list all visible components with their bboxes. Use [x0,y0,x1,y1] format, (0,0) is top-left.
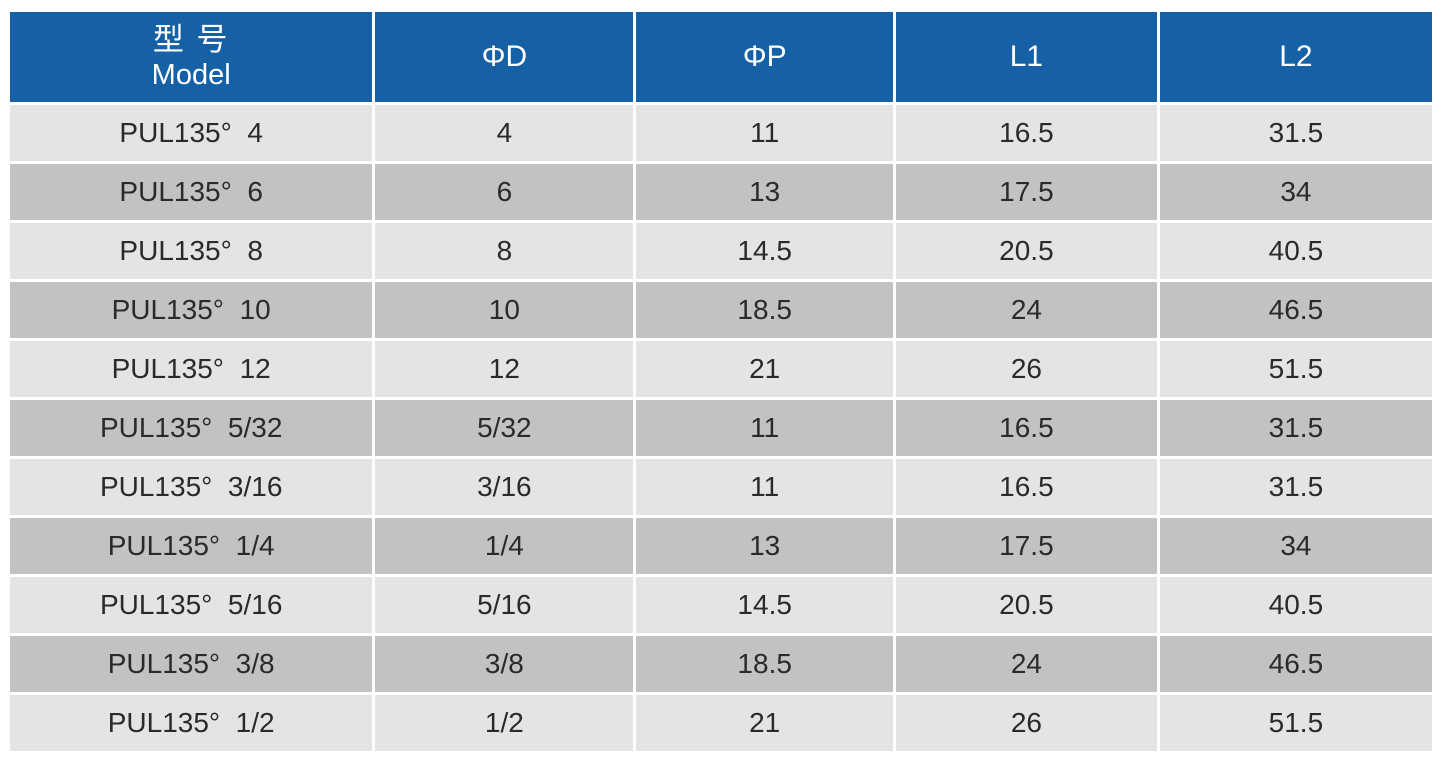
header-row: 型 号 Model ΦD ΦP L1 L2 [10,12,1432,102]
cell-d: 1/2 [375,695,634,751]
cell-l2: 31.5 [1159,400,1432,456]
cell-l1: 26 [895,341,1157,397]
cell-l2: 46.5 [1159,282,1432,338]
spec-table: 型 号 Model ΦD ΦP L1 L2 PUL135° 4 4 11 16.5 31… [7,9,1435,754]
cell-model: PUL135° 12 [10,341,373,397]
table-body: PUL135° 4 4 11 16.5 31.5 PUL135° 6 6 13 17.5 34 PU… [10,105,1432,751]
table-row: PUL135° 6 6 13 17.5 34 [10,164,1432,220]
cell-l1: 16.5 [895,105,1157,161]
cell-model: PUL135° 10 [10,282,373,338]
cell-d: 10 [375,282,634,338]
cell-p: 11 [636,459,893,515]
cell-l1: 17.5 [895,518,1157,574]
cell-l1: 20.5 [895,223,1157,279]
cell-model: PUL135° 8 [10,223,373,279]
table-row: PUL135° 8 8 14.5 20.5 40.5 [10,223,1432,279]
cell-l1: 26 [895,695,1157,751]
cell-model: PUL135° 1/2 [10,695,373,751]
cell-l2: 31.5 [1159,459,1432,515]
cell-model: PUL135° 1/4 [10,518,373,574]
table-row: PUL135° 10 10 18.5 24 46.5 [10,282,1432,338]
cell-l1: 24 [895,282,1157,338]
cell-l2: 51.5 [1159,341,1432,397]
cell-p: 13 [636,518,893,574]
table-row: PUL135° 4 4 11 16.5 31.5 [10,105,1432,161]
cell-d: 5/16 [375,577,634,633]
header-cell-model: 型 号 Model [10,12,373,102]
cell-l2: 31.5 [1159,105,1432,161]
cell-model: PUL135° 6 [10,164,373,220]
cell-d: 3/16 [375,459,634,515]
header-cell-p: ΦP [636,12,893,102]
cell-l2: 34 [1159,518,1432,574]
cell-d: 6 [375,164,634,220]
cell-d: 12 [375,341,634,397]
cell-d: 5/32 [375,400,634,456]
cell-d: 3/8 [375,636,634,692]
cell-d: 8 [375,223,634,279]
cell-p: 18.5 [636,636,893,692]
header-model-en: Model [151,59,231,92]
cell-p: 14.5 [636,223,893,279]
cell-l1: 17.5 [895,164,1157,220]
table-row: PUL135° 5/32 5/32 11 16.5 31.5 [10,400,1432,456]
table-row: PUL135° 3/8 3/8 18.5 24 46.5 [10,636,1432,692]
cell-model: PUL135° 5/16 [10,577,373,633]
cell-p: 21 [636,341,893,397]
cell-d: 1/4 [375,518,634,574]
cell-p: 21 [636,695,893,751]
header-cell-l1: L1 [895,12,1157,102]
cell-model: PUL135° 3/8 [10,636,373,692]
cell-p: 18.5 [636,282,893,338]
table-row: PUL135° 1/4 1/4 13 17.5 34 [10,518,1432,574]
cell-p: 11 [636,105,893,161]
cell-l2: 40.5 [1159,577,1432,633]
cell-p: 11 [636,400,893,456]
cell-model: PUL135° 4 [10,105,373,161]
cell-l2: 34 [1159,164,1432,220]
table-header: 型 号 Model ΦD ΦP L1 L2 [10,12,1432,102]
cell-l1: 24 [895,636,1157,692]
cell-l1: 16.5 [895,459,1157,515]
header-model-zh: 型 号 [152,22,230,57]
cell-l2: 51.5 [1159,695,1432,751]
table-row: PUL135° 12 12 21 26 51.5 [10,341,1432,397]
cell-p: 13 [636,164,893,220]
cell-l2: 40.5 [1159,223,1432,279]
cell-l2: 46.5 [1159,636,1432,692]
header-cell-l2: L2 [1159,12,1432,102]
cell-model: PUL135° 3/16 [10,459,373,515]
table-row: PUL135° 1/2 1/2 21 26 51.5 [10,695,1432,751]
table-row: PUL135° 5/16 5/16 14.5 20.5 40.5 [10,577,1432,633]
cell-model: PUL135° 5/32 [10,400,373,456]
cell-l1: 16.5 [895,400,1157,456]
cell-p: 14.5 [636,577,893,633]
cell-l1: 20.5 [895,577,1157,633]
table-row: PUL135° 3/16 3/16 11 16.5 31.5 [10,459,1432,515]
header-cell-d: ΦD [375,12,634,102]
cell-d: 4 [375,105,634,161]
